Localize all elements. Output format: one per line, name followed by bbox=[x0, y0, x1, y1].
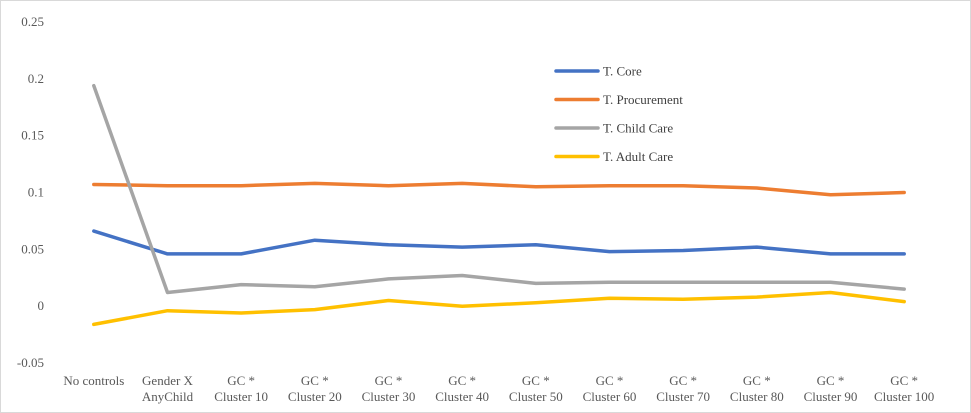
legend-label-t-core: T. Core bbox=[603, 64, 642, 79]
x-tick-label: GC * Cluster 90 bbox=[804, 373, 858, 404]
x-tick-label: Gender X AnyChild bbox=[142, 373, 194, 404]
legend: T. Core T. Procurement T. Child Care T. Adu… bbox=[554, 64, 683, 164]
x-tick-label: GC * Cluster 50 bbox=[509, 373, 563, 404]
x-tick-label: GC * Cluster 40 bbox=[435, 373, 489, 404]
y-tick-label: 0 bbox=[38, 298, 45, 313]
x-tick-label: GC * Cluster 10 bbox=[214, 373, 268, 404]
series-line-t-core bbox=[92, 229, 906, 256]
x-tick-label: GC * Cluster 70 bbox=[656, 373, 710, 404]
legend-label-t-procurement: T. Procurement bbox=[603, 92, 683, 107]
y-axis: -0.05 0 0.05 0.1 0.15 0.2 0.25 bbox=[17, 14, 44, 370]
x-tick-label: GC * Cluster 80 bbox=[730, 373, 784, 404]
x-tick-label: No controls bbox=[63, 373, 124, 388]
y-tick-label: 0.2 bbox=[28, 71, 44, 86]
y-tick-label: 0.25 bbox=[21, 14, 44, 29]
series-lines bbox=[92, 83, 906, 327]
y-tick-label: 0.05 bbox=[21, 241, 44, 256]
x-tick-label: GC * Cluster 100 bbox=[874, 373, 934, 404]
y-tick-label: -0.05 bbox=[17, 355, 44, 370]
x-tick-label: GC * Cluster 30 bbox=[362, 373, 416, 404]
legend-label-t-child-care: T. Child Care bbox=[603, 121, 673, 136]
series-line-t-procurement bbox=[92, 181, 906, 197]
series-line-t-adult-care bbox=[92, 290, 906, 327]
x-axis: No controls Gender X AnyChild GC * Cluster 1… bbox=[63, 373, 934, 404]
legend-label-t-adult-care: T. Adult Care bbox=[603, 149, 673, 164]
x-tick-label: GC * Cluster 20 bbox=[288, 373, 342, 404]
x-tick-label: GC * Cluster 60 bbox=[583, 373, 637, 404]
y-tick-label: 0.15 bbox=[21, 128, 44, 143]
y-tick-label: 0.1 bbox=[28, 185, 44, 200]
series-line-t-child-care bbox=[92, 83, 906, 295]
